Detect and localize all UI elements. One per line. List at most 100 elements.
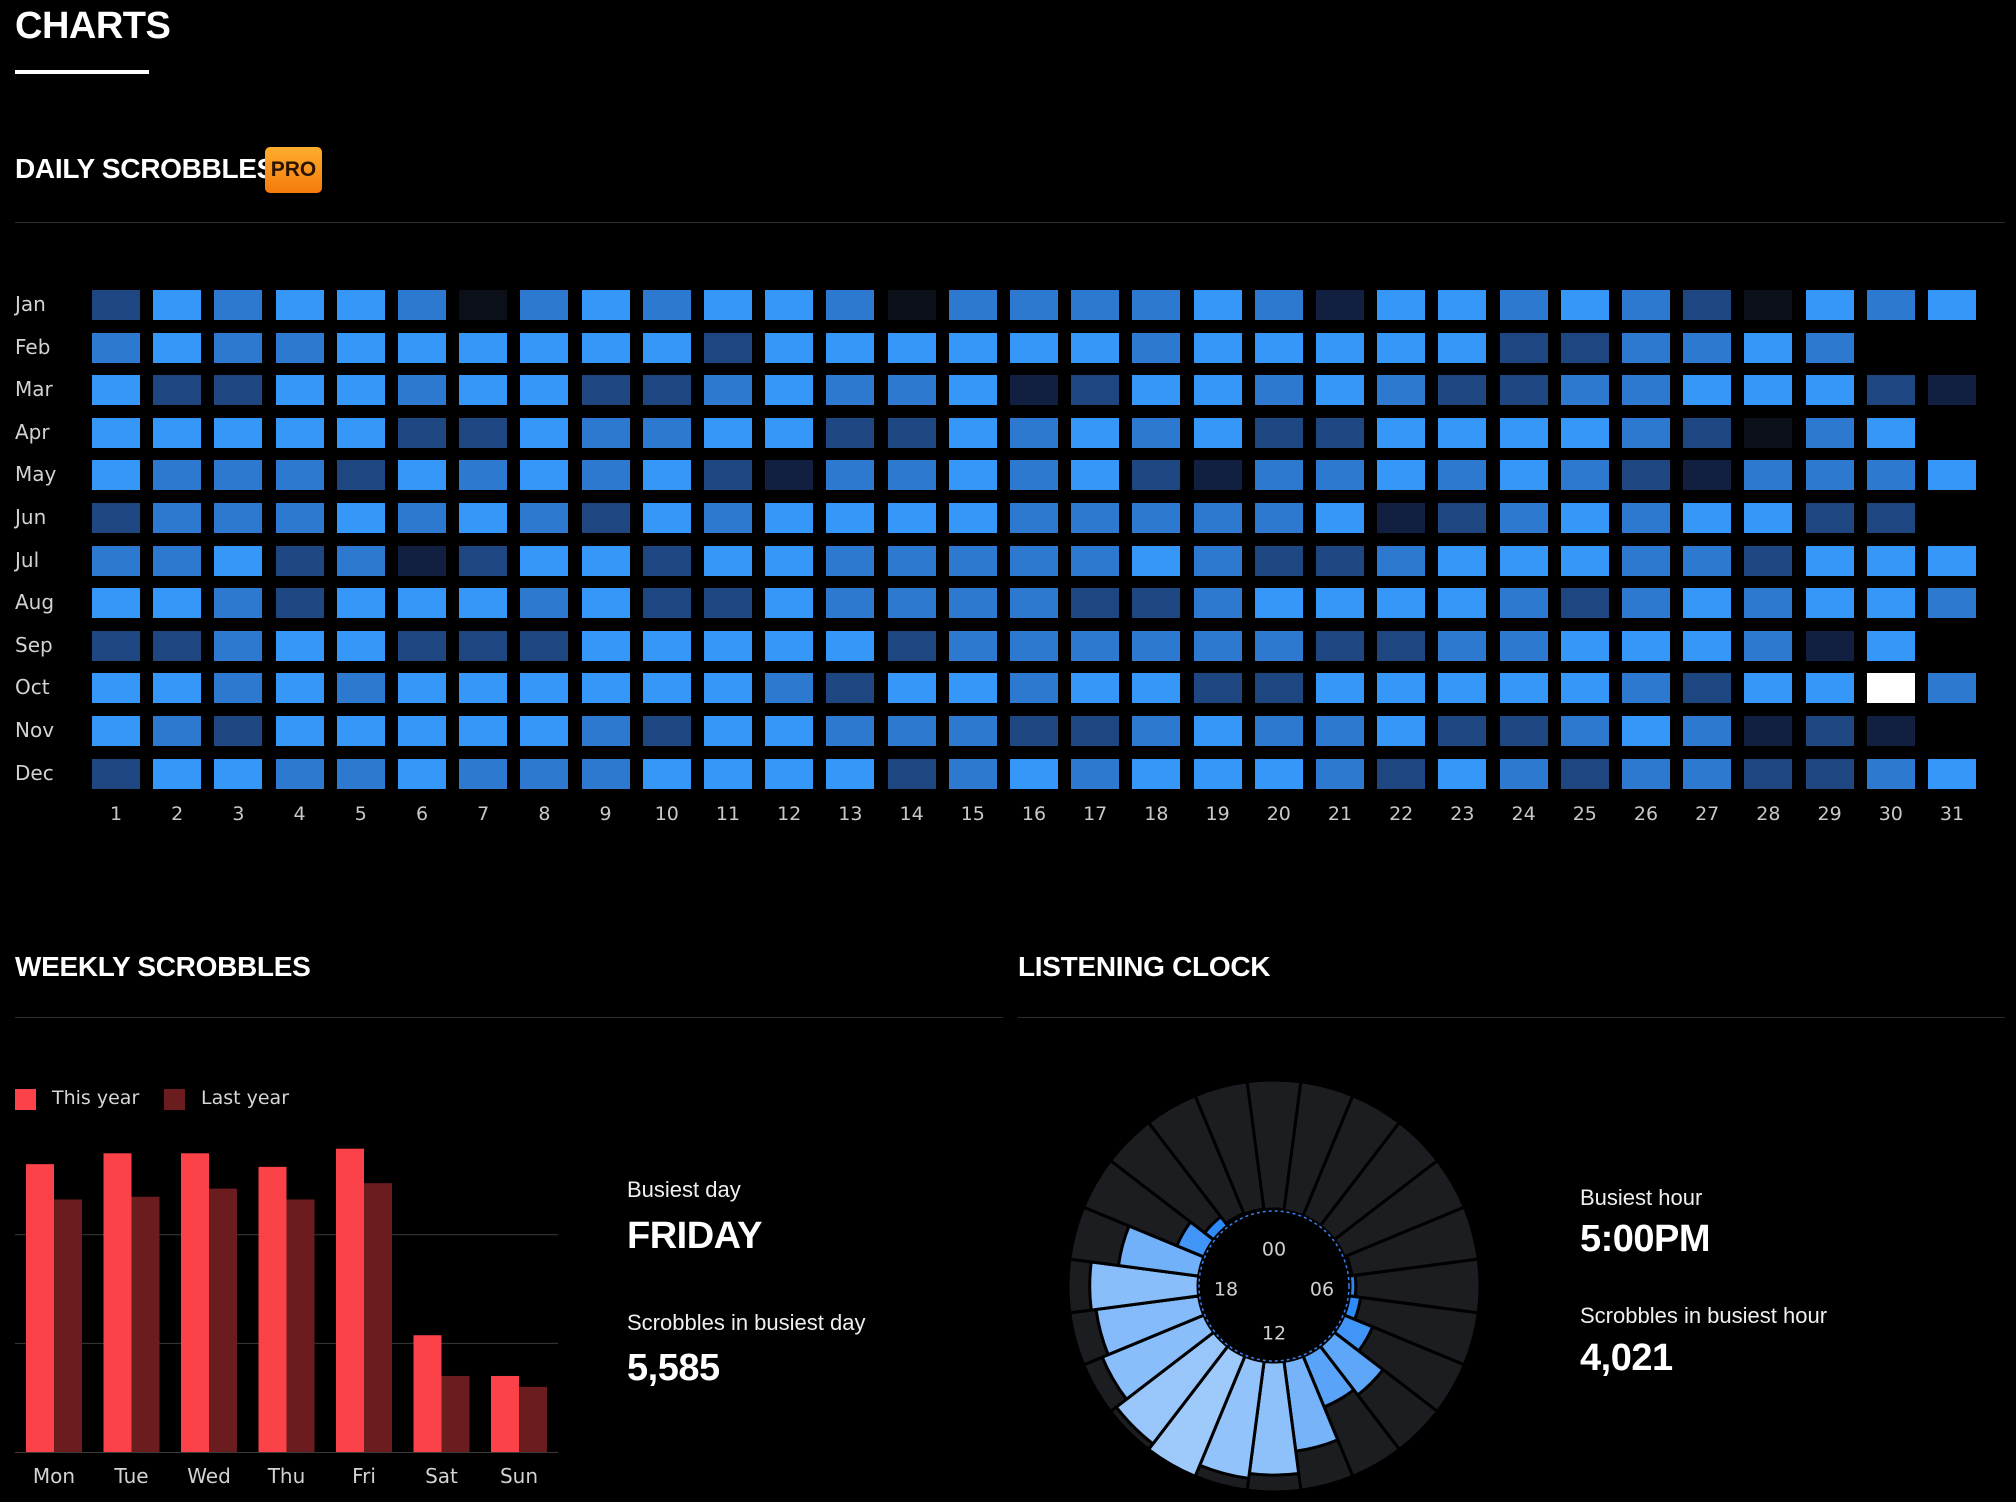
heatmap-cell[interactable] [1499, 630, 1548, 661]
heatmap-cell[interactable] [1254, 673, 1303, 704]
heatmap-cell[interactable] [1805, 332, 1854, 363]
heatmap-cell[interactable] [704, 503, 752, 533]
heatmap-cell[interactable] [214, 545, 263, 576]
heatmap-cell[interactable] [1622, 673, 1670, 704]
heatmap-cell[interactable] [214, 716, 263, 746]
heatmap-cell[interactable] [398, 290, 446, 320]
heatmap-cell[interactable] [581, 588, 630, 619]
heatmap-cell[interactable] [459, 375, 508, 406]
heatmap-cell[interactable] [1193, 332, 1242, 363]
heatmap-cell[interactable] [1744, 460, 1793, 491]
heatmap-cell[interactable] [948, 630, 997, 661]
heatmap-cell[interactable] [1683, 630, 1732, 661]
heatmap-cell[interactable] [581, 332, 630, 363]
heatmap-cell[interactable] [1377, 417, 1426, 448]
heatmap-cell[interactable] [1499, 673, 1548, 704]
heatmap-cell[interactable] [459, 460, 508, 491]
heatmap-cell[interactable] [887, 375, 936, 406]
heatmap-cell[interactable] [1438, 588, 1487, 619]
heatmap-cell[interactable] [520, 290, 569, 320]
heatmap-cell[interactable] [887, 588, 936, 619]
heatmap-cell[interactable] [1254, 630, 1303, 661]
heatmap-cell[interactable] [1866, 290, 1915, 320]
heatmap-cell[interactable] [1254, 716, 1303, 746]
heatmap-cell[interactable] [459, 588, 508, 619]
heatmap-cell[interactable] [1254, 545, 1303, 576]
heatmap-cell[interactable] [826, 758, 875, 789]
heatmap-cell[interactable] [1499, 545, 1548, 576]
heatmap-cell[interactable] [153, 716, 202, 746]
heatmap-cell[interactable] [1377, 588, 1426, 619]
heatmap-cell[interactable] [1866, 375, 1915, 406]
heatmap-cell[interactable] [704, 417, 752, 448]
heatmap-cell[interactable] [1560, 417, 1609, 448]
heatmap-cell[interactable] [1560, 545, 1609, 576]
heatmap-cell[interactable] [581, 630, 630, 661]
heatmap-cell[interactable] [1377, 673, 1426, 704]
heatmap-cell[interactable] [1316, 417, 1364, 448]
heatmap-cell[interactable] [459, 332, 508, 363]
heatmap-cell[interactable] [826, 630, 875, 661]
heatmap-cell[interactable] [948, 503, 997, 533]
heatmap-cell[interactable] [948, 290, 997, 320]
heatmap-cell[interactable] [1438, 460, 1487, 491]
heatmap-cell[interactable] [948, 716, 997, 746]
heatmap-cell[interactable] [1499, 758, 1548, 789]
heatmap-cell[interactable] [398, 758, 446, 789]
heatmap-cell[interactable] [826, 545, 875, 576]
heatmap-cell[interactable] [520, 375, 569, 406]
heatmap-cell[interactable] [1438, 503, 1487, 533]
heatmap-cell[interactable] [398, 673, 446, 704]
heatmap-cell[interactable] [765, 417, 814, 448]
heatmap-cell[interactable] [642, 460, 691, 491]
heatmap-cell[interactable] [336, 716, 385, 746]
heatmap-cell[interactable] [704, 375, 752, 406]
heatmap-cell[interactable] [1071, 630, 1120, 661]
heatmap-cell[interactable] [92, 460, 140, 491]
heatmap-cell[interactable] [1377, 460, 1426, 491]
heatmap-cell[interactable] [1132, 290, 1181, 320]
heatmap-cell[interactable] [214, 332, 263, 363]
heatmap-cell[interactable] [765, 545, 814, 576]
heatmap-cell[interactable] [1744, 417, 1793, 448]
heatmap-cell[interactable] [520, 673, 569, 704]
heatmap-cell[interactable] [275, 545, 324, 576]
heatmap-cell[interactable] [1622, 630, 1670, 661]
heatmap-cell[interactable] [398, 545, 446, 576]
heatmap-cell[interactable] [275, 673, 324, 704]
heatmap-cell[interactable] [826, 290, 875, 320]
heatmap-cell[interactable] [1744, 375, 1793, 406]
heatmap-cell[interactable] [948, 758, 997, 789]
heatmap-cell[interactable] [887, 460, 936, 491]
heatmap-cell[interactable] [336, 588, 385, 619]
heatmap-cell[interactable] [520, 758, 569, 789]
heatmap-cell[interactable] [153, 290, 202, 320]
heatmap-cell[interactable] [1438, 716, 1487, 746]
heatmap-cell[interactable] [92, 588, 140, 619]
heatmap-cell[interactable] [1683, 673, 1732, 704]
heatmap-cell[interactable] [459, 758, 508, 789]
heatmap-cell[interactable] [581, 460, 630, 491]
heatmap-cell[interactable] [1193, 460, 1242, 491]
heatmap-cell[interactable] [1132, 460, 1181, 491]
heatmap-cell[interactable] [948, 417, 997, 448]
heatmap-cell[interactable] [1499, 588, 1548, 619]
heatmap-cell[interactable] [1622, 588, 1670, 619]
heatmap-cell[interactable] [1254, 332, 1303, 363]
heatmap-cell[interactable] [1193, 375, 1242, 406]
heatmap-cell[interactable] [887, 417, 936, 448]
heatmap-cell[interactable] [581, 673, 630, 704]
heatmap-cell[interactable] [1622, 545, 1670, 576]
heatmap-cell[interactable] [1316, 716, 1364, 746]
heatmap-cell[interactable] [826, 588, 875, 619]
heatmap-cell[interactable] [887, 630, 936, 661]
heatmap-cell[interactable] [520, 460, 569, 491]
heatmap-cell[interactable] [765, 503, 814, 533]
heatmap-cell[interactable] [826, 503, 875, 533]
heatmap-cell[interactable] [1010, 503, 1058, 533]
heatmap-cell[interactable] [214, 417, 263, 448]
heatmap-cell[interactable] [1928, 758, 1976, 789]
heatmap-cell[interactable] [948, 545, 997, 576]
heatmap-cell[interactable] [826, 332, 875, 363]
heatmap-cell[interactable] [765, 460, 814, 491]
